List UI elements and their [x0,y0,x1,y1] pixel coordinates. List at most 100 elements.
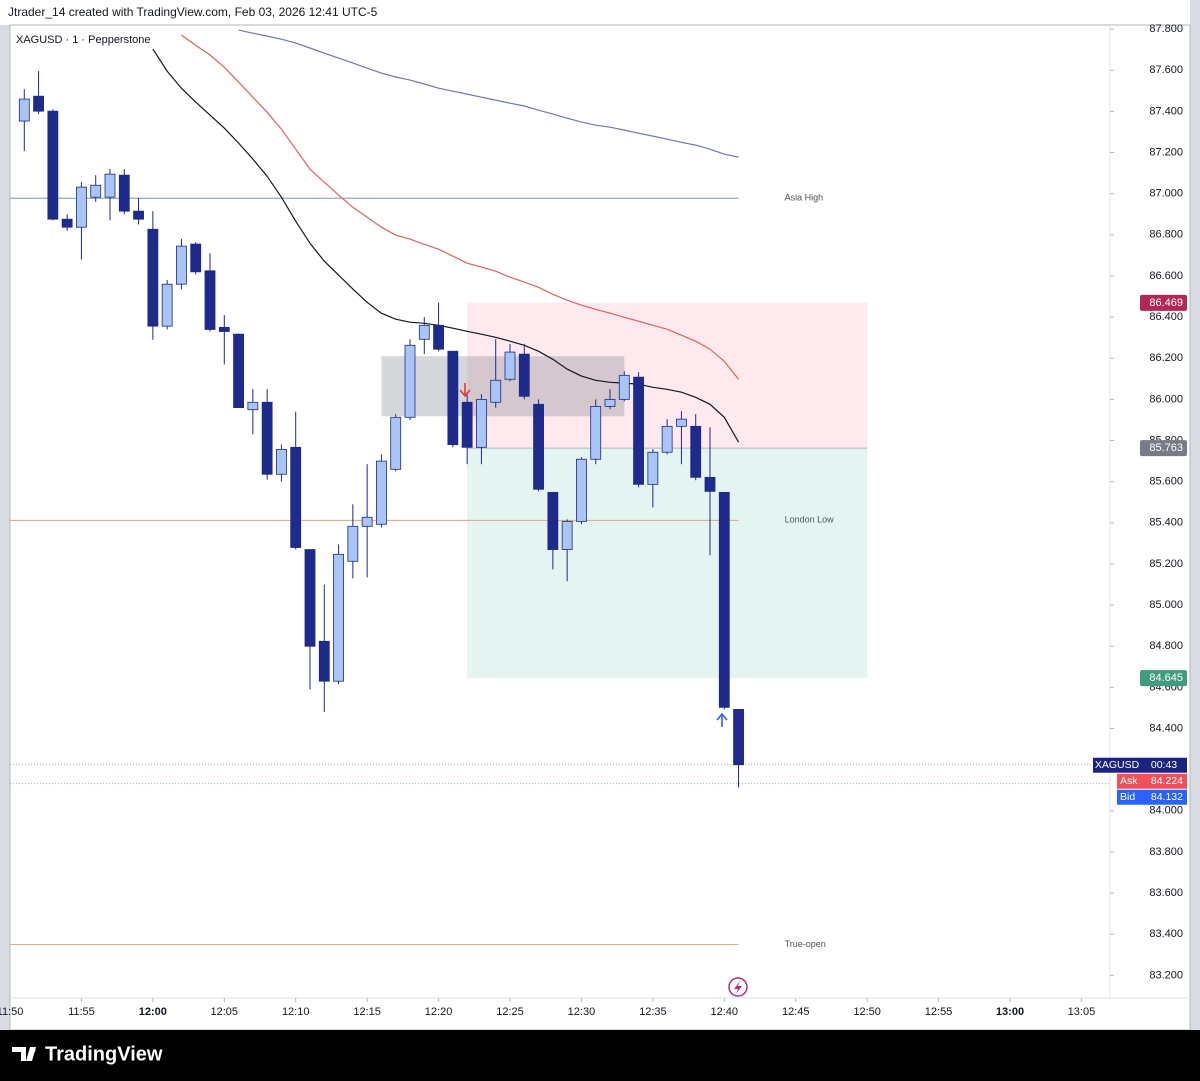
candle-body [618,374,630,400]
countdown: 00:43 [1151,759,1177,771]
candle-body [347,525,359,562]
candle-body [276,448,287,475]
y-tick-label: 83.200 [1149,969,1183,981]
candle-body [290,446,302,548]
stop-price-label-bg [1140,294,1187,311]
candle-body [547,491,559,550]
candle-body [161,283,173,327]
y-tick-label: 83.800 [1149,846,1183,858]
candle-body [204,270,216,330]
candle-body [333,553,344,682]
alert-icon[interactable] [728,977,748,997]
x-tick-label: 12:55 [925,1006,953,1018]
candle-body [476,398,487,448]
stop-price-label: 86.469 [1149,297,1183,309]
candle-body [733,708,744,766]
x-tick-label: 12:15 [353,1006,381,1018]
x-tick-label: 12:25 [496,1006,524,1018]
y-tick-label: 83.600 [1149,887,1183,899]
candle-body [233,333,244,409]
candle-body [104,173,116,198]
candle-body [533,403,544,490]
range-box [381,356,625,417]
x-tick-label: 12:30 [568,1006,596,1018]
candle-body [61,218,73,228]
candle-body [418,324,430,340]
x-tick-label: 12:45 [782,1006,810,1018]
candle-body [518,353,530,397]
bid-price: 84.132 [1151,791,1183,803]
candle-body [447,350,459,446]
moving-average [181,34,740,380]
footer-bar [0,1030,1200,1081]
quote-symbol-bg [1093,757,1141,773]
target-price-label: 84.645 [1149,672,1183,684]
candle-body [433,324,444,350]
entry-price-label: 85.763 [1149,442,1183,454]
candle-body [318,640,330,682]
x-tick-label: 12:00 [139,1006,167,1018]
ask-price: 84.224 [1151,775,1183,787]
candle-body [18,98,30,122]
bid-label: Bid [1120,791,1135,803]
target-zone [467,448,868,679]
y-tick-label: 85.400 [1149,517,1183,529]
x-tick-label: 12:05 [211,1006,239,1018]
candle-body [47,110,59,220]
x-tick-label: 12:50 [853,1006,881,1018]
y-tick-label: 85.000 [1149,599,1183,611]
candle-body [676,418,687,427]
brand-logo [12,1047,36,1061]
y-tick-label: 86.400 [1149,311,1183,323]
y-tick-label: 86.000 [1149,393,1183,405]
candle-body [461,401,473,448]
moving-average [238,29,739,158]
x-tick-label: 12:40 [711,1006,739,1018]
candle-body [90,184,102,198]
y-tick-label: 85.200 [1149,558,1183,570]
candle-body [390,416,402,470]
y-tick-label: 83.400 [1149,928,1183,940]
header-bar [0,0,1190,25]
candle-body [690,425,702,478]
x-tick-label: 13:05 [1068,1006,1096,1018]
ask-bg [1117,773,1187,789]
candle-body [361,516,373,527]
x-tick-label: 12:10 [282,1006,310,1018]
header-text: Jtrader_14 created with TradingView.com,… [8,5,378,19]
x-tick-label: 11:55 [68,1006,95,1018]
y-tick-label: 86.600 [1149,270,1183,282]
candle-body [633,376,644,485]
y-tick-label: 87.600 [1149,64,1183,76]
candle-body [590,405,602,460]
candle-body [404,344,416,418]
candle-body [704,476,716,492]
y-tick-label: 87.800 [1149,23,1183,35]
y-tick-label: 85.600 [1149,476,1183,488]
y-tick-label: 86.800 [1149,229,1183,241]
x-tick-label: 12:20 [425,1006,453,1018]
y-tick-label: 84.800 [1149,640,1183,652]
candle-body [261,401,273,475]
plot-area: 87.800 87.600 87.400 87.200 87.000 86.800 86.6… [0,23,1183,1018]
x-tick-label: 13:00 [996,1006,1024,1018]
ask-label: Ask [1120,775,1138,787]
level-label: Asia High [785,193,824,203]
bid-bg [1117,789,1187,805]
candle-body [661,425,673,453]
y-tick-label: 87.400 [1149,105,1183,117]
alert-bolt [734,981,742,994]
countdown-bg [1141,757,1187,773]
quote-symbol: XAGUSD [1095,759,1140,771]
candle-body [647,451,659,485]
brand-name: TradingView [45,1043,163,1065]
candle-body [218,326,230,332]
candle-body [76,186,87,228]
chart-frame [9,24,1191,1031]
candle-body [176,245,187,285]
buy-arrow [716,712,728,727]
y-tick-label: 84.400 [1149,722,1183,734]
brand-logo-dot [30,1047,36,1053]
